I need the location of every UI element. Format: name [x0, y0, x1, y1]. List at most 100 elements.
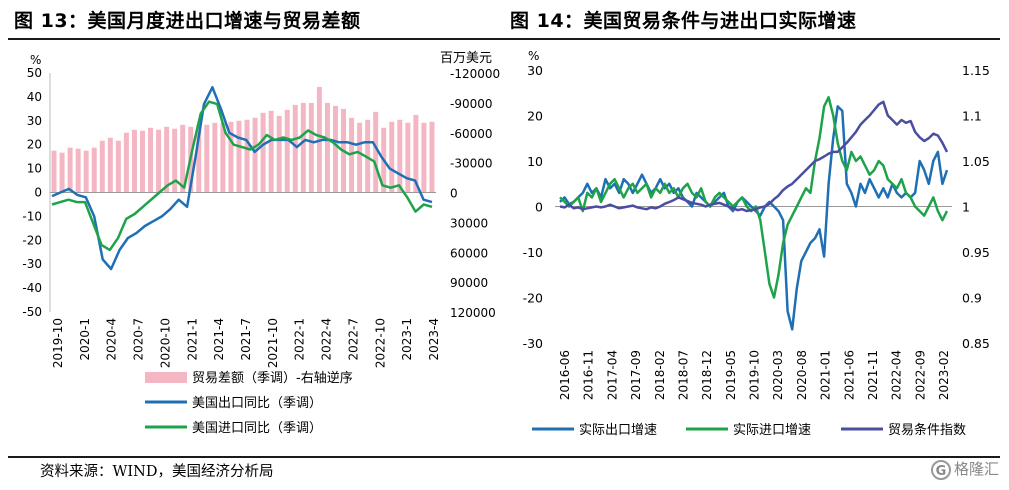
y-left-tick-label: -10	[523, 245, 543, 260]
title-divider	[8, 38, 1000, 40]
x-tick-label: 2021-01	[819, 350, 833, 400]
series-line	[51, 100, 433, 252]
trade-balance-bar	[268, 110, 274, 193]
y-right-tick-label: -60000	[450, 127, 493, 141]
trade-balance-bar	[156, 129, 162, 193]
watermark-logo-icon: G	[930, 459, 951, 480]
x-tick-label: 2022-04	[890, 350, 904, 400]
trade-balance-bar	[228, 121, 234, 193]
x-tick-label: 2020-4	[105, 318, 119, 361]
x-tick-label: 2020-03	[771, 350, 785, 400]
x-tick-label: 2017-09	[629, 350, 643, 400]
chart-title-left: 图 13：美国月度进出口增速与贸易差额	[14, 10, 361, 32]
trade-balance-bar	[389, 121, 395, 193]
trade-balance-bar	[244, 119, 250, 193]
source-note: 资料来源：WIND，美国经济分析局	[40, 464, 274, 480]
y-right-tick-label: 0	[450, 187, 458, 201]
x-tick-label: 2018-02	[653, 350, 667, 400]
series-line	[559, 105, 949, 331]
y-left-tick-label: 10	[27, 162, 42, 176]
trade-balance-bar	[123, 132, 129, 193]
x-tick-label: 2019-10	[51, 318, 65, 368]
trade-balance-bar	[300, 102, 306, 193]
x-tick-label: 2020-08	[795, 350, 809, 400]
watermark: G 格隆汇	[930, 458, 999, 480]
y-left-tick-label: 20	[27, 138, 42, 152]
y-left-tick-label: -40	[22, 281, 42, 295]
y-left-tick-label: 0	[535, 200, 543, 215]
y-left-tick-label: 20	[527, 109, 543, 124]
trade-balance-bar	[421, 122, 427, 193]
y-left-unit: %	[30, 53, 41, 67]
trade-balance-bar	[365, 119, 371, 193]
chart-fig13: % 百万美元 -50 -40 -30 -20 -10 0 10 20 30 40 50 -120000 -9…	[22, 51, 500, 436]
trade-balance-bar	[91, 147, 97, 193]
trade-balance-bar	[131, 129, 137, 193]
trade-balance-bar	[99, 140, 105, 193]
trade-balance-bar	[220, 122, 226, 193]
y-left-tick-label: -50	[22, 305, 42, 319]
trade-balance-bar	[172, 128, 178, 193]
trade-balance-bar	[196, 124, 202, 193]
y-right-tick-label: 30000	[450, 216, 488, 230]
x-tick-label: 2021-06	[842, 350, 856, 400]
trade-balance-bar	[252, 117, 258, 193]
x-tick-label: 2018-12	[700, 350, 714, 400]
x-tick-label: 2021-7	[239, 318, 253, 361]
x-tick-label: 2016-11	[582, 350, 596, 400]
x-tick-label: 2021-11	[866, 350, 880, 400]
trade-balance-bar	[405, 122, 411, 193]
y-left-tick-label: 50	[27, 66, 42, 80]
trade-balance-bar	[67, 147, 73, 193]
x-tick-label: 2023-4	[427, 318, 441, 361]
y-left-tick-label: 30	[527, 63, 543, 78]
y-right-tick-label: 0.85	[962, 336, 990, 351]
trade-balance-bar	[357, 122, 363, 193]
y-left-tick-label: 10	[527, 154, 543, 169]
trade-balance-bar	[332, 105, 338, 193]
trade-balance-bar	[83, 150, 89, 193]
y-left-tick-label: -10	[22, 209, 42, 223]
y-left-tick-label: -30	[523, 336, 543, 351]
y-left-tick-label: 40	[27, 90, 42, 104]
x-tick-label: 2020-7	[132, 318, 146, 361]
x-tick-label: 2018-07	[676, 350, 690, 400]
legend-label: 实际进口增速	[733, 423, 811, 438]
x-tick-label: 2023-1	[400, 318, 414, 361]
trade-balance-bar	[236, 120, 242, 193]
y-right-tick-label: 1.1	[962, 109, 982, 124]
x-tick-label: 2023-02	[937, 350, 951, 400]
y-right-tick-label: 90000	[450, 276, 488, 290]
y-right-tick-label: 120000	[450, 306, 496, 320]
y-right-tick-label: 1.15	[962, 63, 990, 78]
trade-balance-bar	[164, 126, 170, 193]
series-line	[51, 86, 433, 271]
x-tick-label: 2022-10	[373, 318, 387, 368]
x-tick-label: 2016-06	[558, 350, 572, 400]
y-right-tick-label: 0.9	[962, 291, 982, 306]
watermark-text: 格隆汇	[953, 460, 999, 478]
trade-balance-bar	[139, 130, 145, 193]
series-line	[559, 100, 949, 213]
legend-label: 贸易差额（季调）-右轴逆序	[192, 370, 353, 386]
trade-balance-bar	[373, 111, 379, 193]
x-tick-label: 2020-1	[78, 318, 92, 361]
y-left-tick-label: 0	[34, 186, 42, 200]
y-right-tick-label: -90000	[450, 97, 493, 111]
legend-label: 实际出口增速	[579, 423, 657, 438]
trade-balance-bar	[276, 115, 282, 193]
trade-balance-bar	[75, 148, 81, 193]
x-tick-label: 2022-7	[346, 318, 360, 361]
trade-balance-bar	[324, 102, 330, 193]
x-tick-label: 2022-09	[913, 350, 927, 400]
trade-balance-bar	[413, 114, 419, 193]
footer-divider	[8, 456, 1000, 458]
trade-balance-bar	[115, 140, 121, 193]
chart-title-right: 图 14：美国贸易条件与进出口实际增速	[510, 10, 857, 32]
y-right-tick-label: 1.05	[962, 154, 990, 169]
x-tick-label: 2021-4	[212, 318, 226, 361]
x-tick-label: 2022-4	[320, 318, 334, 361]
trade-balance-bar	[148, 127, 154, 193]
chart-fig14: % -30 -20 -10 0 10 20 30 0.85 0.9 0.95 1 1.05 1.1 1.15…	[523, 49, 990, 438]
legend-label: 美国进口同比（季调）	[192, 421, 322, 436]
